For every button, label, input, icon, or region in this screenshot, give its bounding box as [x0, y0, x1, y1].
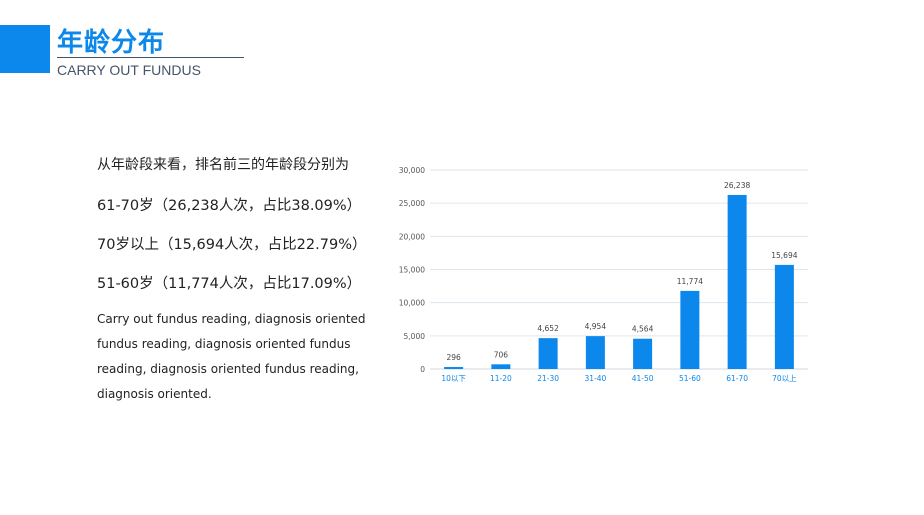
- description-paragraph: Carry out fundus reading, diagnosis orie…: [97, 312, 366, 401]
- bar: [491, 364, 511, 369]
- page-title: 年龄分布: [57, 28, 166, 58]
- summary-rank-3: 51-60岁（11,774人次，占比17.09%）: [97, 276, 362, 292]
- x-tick-label: 61-70: [726, 374, 748, 383]
- x-tick-label: 10以下: [441, 374, 466, 383]
- x-tick-label: 11-20: [490, 374, 512, 383]
- summary-rank-2: 70岁以上（15,694人次，占比22.79%）: [97, 237, 367, 253]
- data-label: 4,954: [585, 322, 607, 331]
- x-tick-label: 31-40: [584, 374, 606, 383]
- data-label: 26,238: [724, 181, 750, 190]
- y-tick-label: 5,000: [404, 332, 426, 341]
- data-label: 11,774: [677, 277, 703, 286]
- bar: [633, 338, 653, 369]
- x-tick-label: 51-60: [679, 374, 701, 383]
- bar: [444, 367, 464, 369]
- y-tick-label: 15,000: [399, 266, 425, 275]
- bar: [585, 336, 605, 369]
- data-label: 4,564: [632, 325, 654, 334]
- x-tick-label: 70以上: [772, 374, 797, 383]
- page-subtitle: CARRY OUT FUNDUS: [57, 62, 201, 78]
- y-tick-label: 20,000: [399, 232, 425, 241]
- accent-block: [0, 25, 50, 73]
- bar: [727, 194, 747, 369]
- y-tick-label: 30,000: [399, 166, 425, 175]
- summary-rank-1: 61-70岁（26,238人次，占比38.09%）: [97, 198, 362, 214]
- title-divider: [57, 57, 244, 58]
- bar: [538, 338, 558, 369]
- data-label: 4,652: [537, 324, 559, 333]
- bar: [680, 290, 700, 369]
- data-label: 296: [446, 353, 461, 362]
- summary-intro: 从年龄段来看，排名前三的年龄段分别为: [97, 157, 349, 173]
- y-tick-label: 25,000: [399, 199, 425, 208]
- y-tick-label: 10,000: [399, 299, 425, 308]
- y-tick-label: 0: [420, 365, 425, 374]
- bar: [774, 264, 794, 369]
- x-tick-label: 21-30: [537, 374, 559, 383]
- data-label: 15,694: [771, 251, 797, 260]
- x-tick-label: 41-50: [632, 374, 654, 383]
- data-label: 706: [494, 350, 509, 359]
